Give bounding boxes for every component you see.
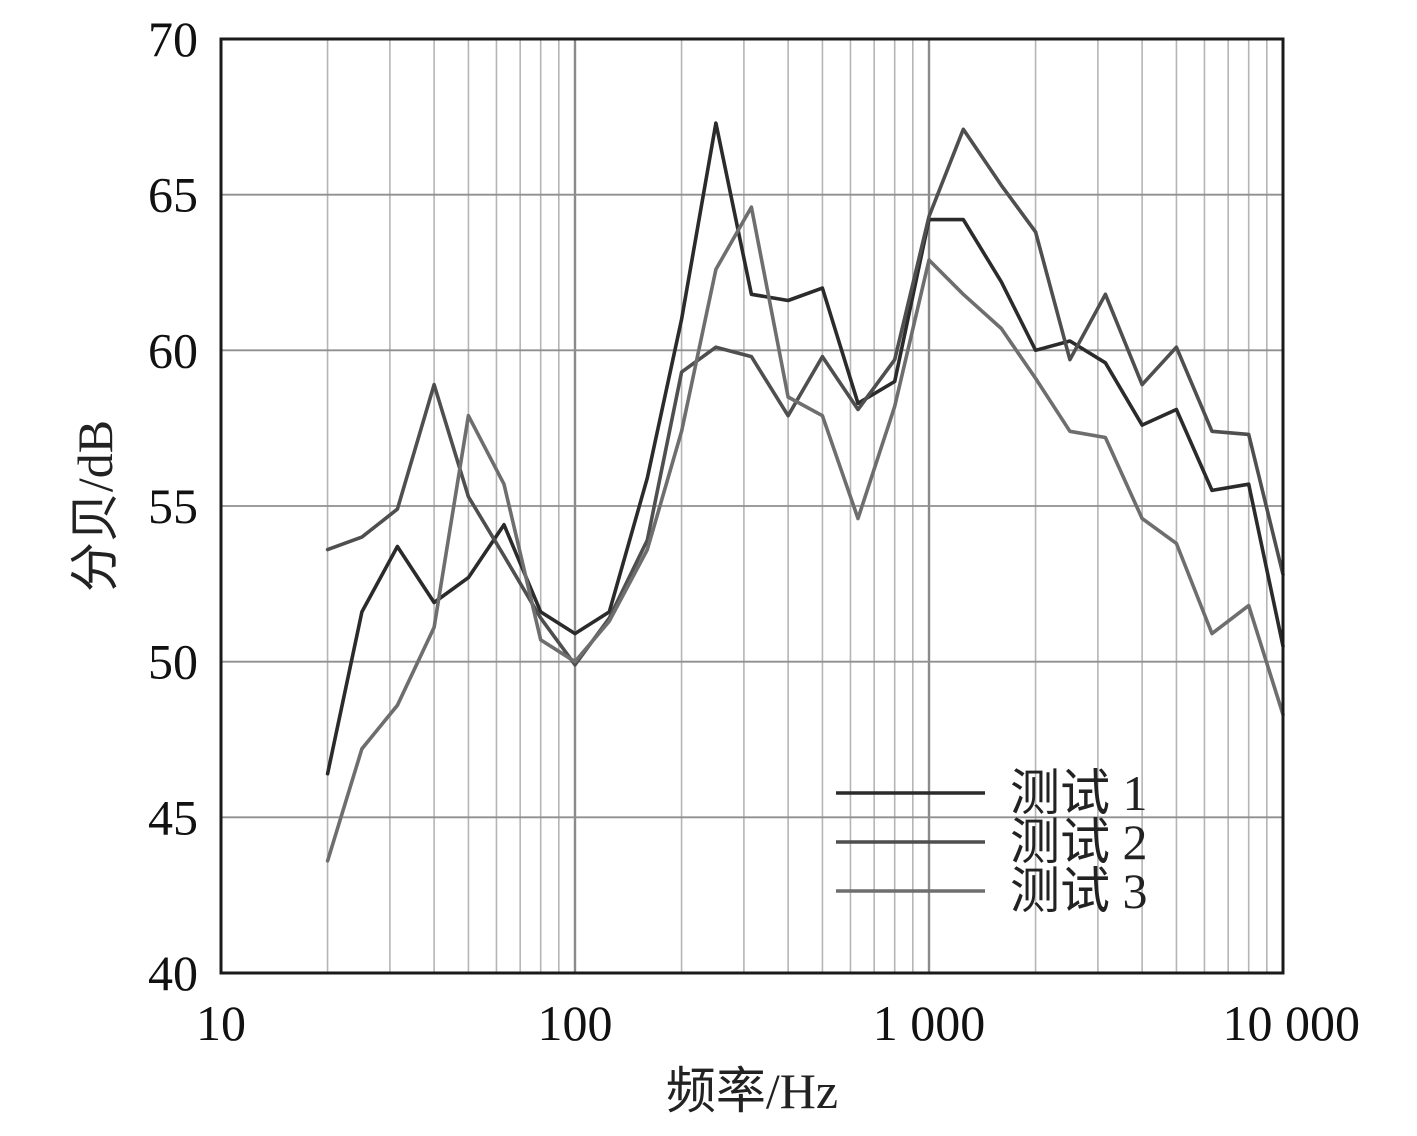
y-tick-label: 55 bbox=[148, 478, 198, 534]
plot-frame bbox=[219, 37, 1285, 975]
legend: 测试 1测试 2测试 3 bbox=[836, 765, 1148, 919]
series-line-1 bbox=[325, 121, 1285, 776]
y-tick-label: 65 bbox=[148, 167, 198, 223]
series-lines bbox=[325, 121, 1285, 863]
y-tick-label: 60 bbox=[148, 322, 198, 378]
legend-label-3: 测试 3 bbox=[1010, 863, 1148, 919]
y-axis-title: 分贝/dB bbox=[67, 420, 123, 592]
y-tick-label: 45 bbox=[148, 789, 198, 845]
legend-label-2: 测试 2 bbox=[1010, 814, 1148, 870]
x-tick-label: 100 bbox=[538, 995, 613, 1051]
series-line-2 bbox=[325, 127, 1285, 667]
x-tick-label: 1 000 bbox=[873, 995, 986, 1051]
x-tick-label: 10 000 bbox=[1223, 995, 1361, 1051]
legend-label-1: 测试 1 bbox=[1010, 765, 1148, 821]
y-tick-label: 70 bbox=[148, 11, 198, 67]
grid bbox=[221, 39, 1283, 973]
y-tick-label: 40 bbox=[148, 945, 198, 1001]
series-line-3 bbox=[325, 205, 1285, 863]
x-axis-title: 频率/Hz bbox=[666, 1063, 838, 1119]
x-tick-label: 10 bbox=[196, 995, 246, 1051]
y-tick-label: 50 bbox=[148, 634, 198, 690]
tick-labels: 10 100 1 000 10 000 40 45 50 55 60 65 70 bbox=[148, 11, 1360, 1051]
